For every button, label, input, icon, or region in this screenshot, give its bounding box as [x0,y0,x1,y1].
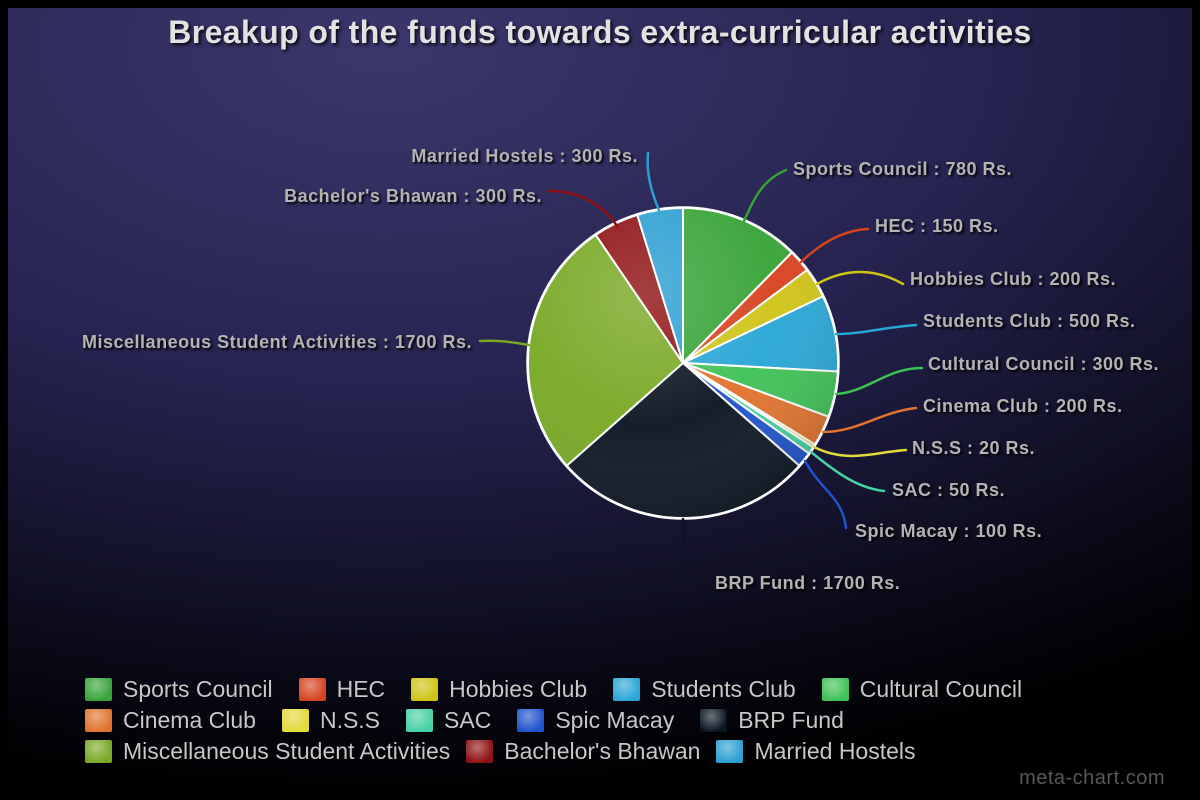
leader-line-hobbies-club [815,270,905,286]
legend-swatch-sac [406,709,434,732]
slice-label-spic-macay: Spic Macay : 100 Rs. [855,521,1043,541]
legend-label-brp-fund: BRP Fund [738,707,844,733]
legend-item-hobbies-club: Hobbies Club [411,676,587,703]
legend-item-miscellaneous-student-activities: Miscellaneous Student Activities [85,738,450,765]
legend-label-hobbies-club: Hobbies Club [449,676,588,702]
legend-label-n-s-s: N.S.S [319,707,381,733]
legend-item-cultural-council: Cultural Council [821,676,1023,703]
leader-line-married-hostels [646,151,661,212]
slice-label-brp-fund: BRP Fund : 1700 Rs. [715,573,901,593]
legend-item-cinema-club: Cinema Club [85,707,256,734]
legend-item-brp-fund: BRP Fund [700,707,844,734]
legend-item-bachelor-s-bhawan: Bachelor's Bhawan [466,738,700,765]
legend-item-sports-council: Sports Council [85,676,273,703]
legend-swatch-students-club [613,678,641,701]
legend-label-hec: HEC [336,676,386,702]
legend-item-spic-macay: Spic Macay [517,707,674,734]
legend: Sports Council HEC Hobbies Club Students Cl… [85,676,1022,765]
legend-item-n-s-s: N.S.S [281,707,381,734]
legend-label-sac: SAC [444,707,492,733]
legend-label-students-club: Students Club [651,676,796,702]
slice-label-hec: HEC : 150 Rs. [875,216,999,236]
leader-line-cultural-council [834,366,924,396]
slice-label-miscellaneous-student-activities: Miscellaneous Student Activities : 1700 … [82,332,472,352]
leader-line-sac [809,450,886,493]
legend-item-sac: SAC [406,707,491,734]
legend-item-students-club: Students Club [613,676,796,703]
slice-label-n-s-s: N.S.S : 20 Rs. [912,438,1036,458]
slice-label-cinema-club: Cinema Club : 200 Rs. [923,396,1123,416]
legend-label-bachelor-s-bhawan: Bachelor's Bhawan [504,738,701,764]
leader-line-students-club [834,323,918,336]
leader-line-brp-fund [681,517,689,575]
slice-label-sports-council: Sports Council : 780 Rs. [793,159,1013,179]
leader-line-cinema-club [821,406,918,434]
legend-label-miscellaneous-student-activities: Miscellaneous Student Activities [123,738,451,764]
leader-line-sports-council [742,168,788,223]
legend-row-1: Sports Council HEC Hobbies Club Students Cl… [85,676,1022,703]
slice-label-cultural-council: Cultural Council : 300 Rs. [928,354,1160,374]
leader-line-hec [799,227,870,264]
legend-label-cinema-club: Cinema Club [123,707,256,733]
slice-label-married-hostels: Married Hostels : 300 Rs. [411,146,638,166]
legend-row-2: Cinema Club N.S.S SAC Spic Macay BRP Fund [85,707,1022,734]
legend-swatch-cinema-club [85,709,112,732]
slice-label-students-club: Students Club : 500 Rs. [923,311,1136,331]
slice-label-sac: SAC : 50 Rs. [892,480,1006,500]
legend-swatch-hobbies-club [411,678,439,701]
leader-line-spic-macay [803,459,848,530]
chart-title: Breakup of the funds towards extra-curri… [168,14,1032,50]
legend-swatch-brp-fund [700,709,728,732]
legend-swatch-n-s-s [281,709,309,732]
legend-item-hec: HEC [298,676,386,703]
leader-lines [478,151,924,575]
legend-swatch-hec [298,678,326,701]
legend-swatch-married-hostels [716,740,744,763]
legend-swatch-bachelor-s-bhawan [466,740,494,763]
leader-line-bachelor-s-bhawan [546,189,619,228]
legend-label-married-hostels: Married Hostels [754,738,916,764]
legend-label-cultural-council: Cultural Council [859,676,1023,702]
legend-label-spic-macay: Spic Macay [555,707,675,733]
pie-slices [526,207,840,520]
leader-line-n-s-s [812,445,908,458]
legend-swatch-miscellaneous-student-activities [85,740,112,763]
slice-label-bachelor-s-bhawan: Bachelor's Bhawan : 300 Rs. [284,186,542,206]
slice-label-hobbies-club: Hobbies Club : 200 Rs. [910,269,1117,289]
watermark: meta-chart.com [1019,767,1165,789]
legend-item-married-hostels: Married Hostels [716,738,916,765]
legend-swatch-spic-macay [517,709,545,732]
legend-swatch-cultural-council [821,678,849,701]
legend-label-sports-council: Sports Council [123,676,273,702]
legend-row-3: Miscellaneous Student Activities Bachelor… [85,738,1022,765]
leader-line-miscellaneous-student-activities [478,339,531,347]
legend-swatch-sports-council [85,678,112,701]
